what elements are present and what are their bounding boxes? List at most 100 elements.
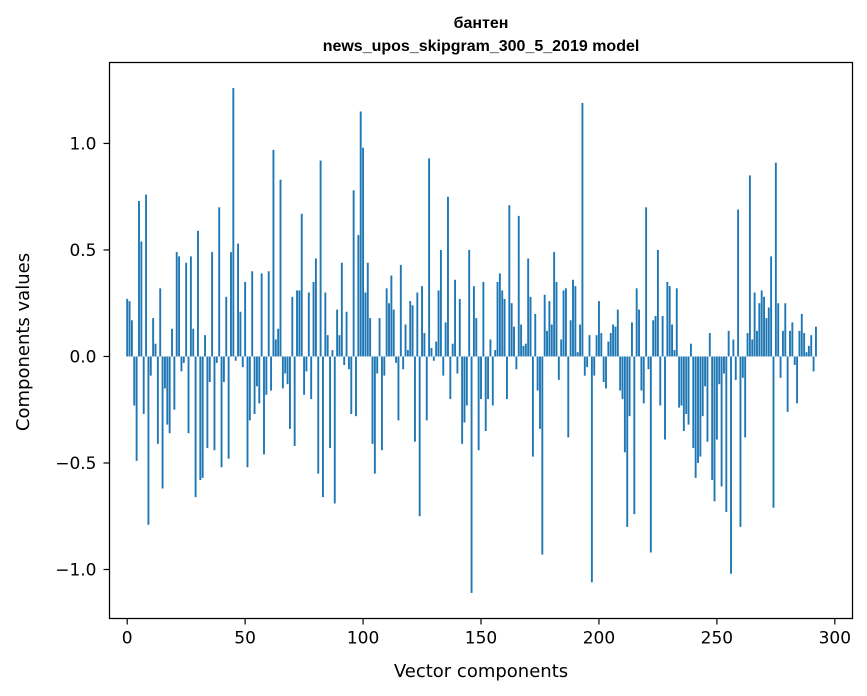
bar-277	[779, 356, 782, 378]
bar-273	[770, 256, 773, 357]
bar-26	[187, 356, 190, 434]
bar-166	[517, 215, 520, 357]
bar-6	[140, 241, 143, 357]
bar-116	[399, 264, 402, 357]
bar-63	[274, 339, 277, 357]
bar-69	[289, 356, 291, 429]
bar-5	[138, 200, 140, 357]
bar-183	[557, 356, 560, 380]
bar-102	[366, 262, 369, 357]
bar-57	[260, 273, 263, 357]
bar-202	[602, 356, 605, 383]
bar-52	[248, 356, 251, 421]
bar-113	[392, 309, 395, 357]
bar-269	[760, 290, 763, 357]
bar-130	[432, 356, 435, 361]
bar-201	[600, 333, 603, 357]
bar-162	[508, 205, 511, 357]
bar-142	[461, 356, 464, 444]
bar-177	[543, 294, 546, 357]
bar-35	[208, 356, 211, 383]
bar-133	[439, 249, 442, 357]
bar-153	[487, 356, 490, 400]
bar-105	[373, 356, 376, 474]
bar-182	[555, 281, 558, 357]
bar-165	[515, 356, 518, 370]
bar-71	[293, 356, 296, 446]
bar-139	[454, 279, 456, 357]
bar-21	[175, 252, 178, 357]
bar-74	[300, 213, 303, 357]
bar-250	[715, 356, 718, 440]
bar-51	[246, 356, 249, 468]
bar-98	[357, 235, 360, 357]
bar-199	[595, 335, 598, 357]
bar-200	[597, 301, 600, 357]
bar-204	[607, 341, 610, 357]
bar-135	[444, 322, 447, 357]
bar-216	[635, 288, 638, 357]
bar-4	[135, 356, 138, 461]
bar-243	[699, 356, 702, 457]
bar-44	[230, 252, 232, 357]
bar-124	[418, 356, 421, 517]
bar-54	[253, 356, 256, 414]
y-tick-label: 0.5	[69, 241, 96, 261]
bar-251	[718, 356, 721, 385]
bar-230	[668, 286, 671, 357]
bar-137	[449, 356, 452, 400]
bar-132	[437, 290, 440, 357]
bar-125	[421, 286, 423, 357]
bar-110	[385, 288, 388, 357]
bar-245	[704, 356, 707, 387]
bar-28	[192, 328, 195, 357]
bar-72	[296, 290, 298, 357]
bar-158	[498, 273, 501, 357]
bars-group	[126, 88, 817, 593]
bar-126	[423, 333, 426, 357]
bar-179	[548, 301, 551, 357]
bar-13	[156, 356, 159, 444]
bar-267	[756, 330, 758, 357]
bar-264	[748, 175, 751, 357]
bar-278	[781, 330, 784, 357]
bar-263	[746, 333, 749, 357]
bar-283	[793, 356, 796, 365]
bar-48	[239, 311, 242, 357]
bar-218	[640, 356, 643, 391]
bar-2	[130, 320, 133, 357]
bar-256	[730, 356, 732, 574]
bar-121	[411, 305, 414, 357]
bar-134	[442, 356, 445, 376]
x-tick-label: 100	[347, 629, 379, 649]
bar-188	[569, 320, 572, 357]
bar-292	[815, 326, 817, 357]
bar-19	[171, 328, 173, 357]
x-axis-label: Vector components	[394, 661, 568, 682]
bar-146	[470, 356, 473, 593]
y-tick-label: −0.5	[55, 454, 96, 474]
bar-76	[305, 356, 308, 372]
bar-287	[803, 333, 806, 357]
bar-23	[180, 356, 183, 372]
bar-203	[605, 356, 607, 389]
bar-17	[166, 356, 169, 425]
bar-140	[456, 356, 459, 374]
bar-100	[362, 147, 365, 357]
bar-20	[173, 356, 176, 410]
bar-254	[725, 356, 728, 512]
y-tick-label: −1.0	[55, 561, 96, 581]
bar-290	[810, 335, 813, 357]
bar-85	[326, 335, 329, 357]
bar-138	[451, 343, 454, 357]
bar-170	[527, 258, 530, 357]
bar-189	[572, 279, 574, 357]
bar-154	[489, 339, 492, 357]
bar-175	[539, 356, 541, 429]
bar-178	[546, 330, 548, 357]
bar-60	[267, 271, 270, 357]
bar-220	[645, 207, 648, 357]
bar-96	[352, 190, 355, 357]
bar-212	[626, 356, 629, 527]
